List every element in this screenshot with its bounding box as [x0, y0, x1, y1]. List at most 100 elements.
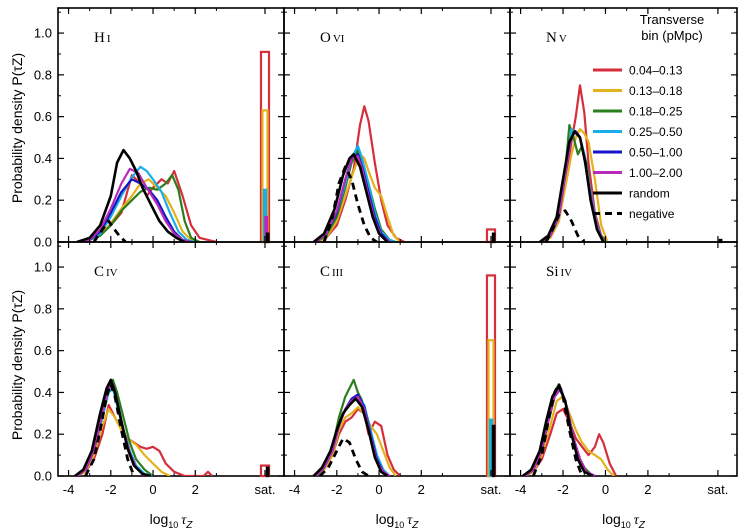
- x-axis-label-base: 10: [621, 520, 631, 529]
- y-tick-label: 1.0: [34, 26, 52, 41]
- sat-bar-black: [491, 424, 496, 478]
- x-axis-label: log10 τZ: [150, 511, 194, 529]
- series-line-0.04–0.13: [76, 403, 213, 476]
- y-tick-label: 0.2: [34, 427, 52, 442]
- series-line-0.04–0.13: [541, 84, 609, 242]
- x-axis-label-tau: τ: [634, 513, 640, 528]
- x-axis-label-log: log: [376, 511, 395, 527]
- ion-label-state: V: [559, 33, 567, 45]
- legend-label: random: [629, 187, 670, 201]
- x-axis-label-z: Z: [411, 520, 419, 529]
- y-tick-label: 0.0: [34, 235, 52, 250]
- panel-CIV: 0.0 0.2 0.4 0.6 0.8 1.0 -4 -2 0 2 sat. C IV log10 τZ: [34, 241, 285, 529]
- x-axis-label-tau: τ: [407, 513, 413, 528]
- legend-label: 0.13–0.18: [629, 84, 683, 98]
- legend-label: negative: [629, 207, 675, 221]
- series-line-0.18–0.25: [315, 149, 397, 242]
- panel-series-SiIV: [521, 382, 618, 476]
- x-axis-label-z: Z: [185, 520, 193, 529]
- x-tick-label: sat.: [481, 482, 502, 497]
- x-axis-label-base: 10: [394, 520, 404, 529]
- y-tick-label: 0.4: [34, 385, 52, 400]
- x-axis-label-log: log: [602, 511, 621, 527]
- ion-label-element: H: [94, 30, 105, 46]
- x-tick-label: sat.: [255, 482, 276, 497]
- x-axis-label-base: 10: [168, 520, 178, 529]
- series-line-negative: [84, 382, 136, 476]
- legend-title-line-2: bin (pMpc): [641, 28, 702, 43]
- legend: Transverse bin (pMpc) 0.04–0.13 0.13–0.18…: [593, 12, 704, 221]
- ion-label-element: C: [94, 264, 104, 280]
- y-tick-label: 1.0: [34, 260, 52, 275]
- series-line-random: [74, 378, 152, 476]
- panel-frame-CIII: [283, 241, 511, 477]
- ion-label-state: IV: [561, 267, 573, 279]
- sat-bar-black: [265, 232, 270, 244]
- x-tick-label: sat.: [707, 482, 728, 497]
- series-line-negative: [318, 437, 370, 476]
- panel-frame-NV: [509, 7, 738, 243]
- y-tick-label: 0.2: [34, 193, 52, 208]
- series-line-0.04–0.13: [524, 408, 618, 476]
- x-axis-label-tau: τ: [181, 513, 187, 528]
- panel-frame-SiIV: [509, 241, 738, 477]
- x-tick-label: -2: [557, 482, 569, 497]
- x-tick-label: -4: [63, 482, 75, 497]
- series-line-0.13–0.18: [315, 153, 401, 242]
- sat-bar-black: [265, 466, 270, 478]
- x-tick-label: -4: [289, 482, 301, 497]
- y-tick-label: 0.0: [34, 469, 52, 484]
- series-line-random: [312, 397, 389, 476]
- ion-label-state: III: [332, 267, 343, 279]
- panel-series-HI: [76, 148, 217, 242]
- panel-series-OVI: [312, 105, 405, 242]
- x-tick-label: 2: [418, 482, 425, 497]
- y-tick-label: 0.8: [34, 67, 52, 82]
- x-tick-label: 2: [644, 482, 651, 497]
- legend-label: 1.00–2.00: [629, 166, 683, 180]
- ion-label-CIV: C IV: [94, 264, 118, 280]
- panel-HI: 0.0 0.2 0.4 0.6 0.8 1.0 H I: [34, 7, 285, 250]
- panel-SiIV: -4 -2 0 2 sat. Si IV log10 τZ: [509, 241, 738, 529]
- x-axis-label-z: Z: [638, 520, 646, 529]
- ion-label-SiIV: Si IV: [546, 264, 572, 280]
- ion-label-element: O: [320, 30, 331, 46]
- series-line-0.13–0.18: [315, 406, 397, 476]
- ion-label-element: Si: [546, 264, 559, 280]
- ion-label-state: I: [107, 33, 111, 45]
- series-line-0.04–0.13: [315, 105, 405, 242]
- x-tick-label: 0: [375, 482, 382, 497]
- series-line-random: [538, 130, 605, 242]
- series-line-negative: [92, 219, 127, 242]
- legend-label: 0.04–0.13: [629, 64, 683, 78]
- x-tick-label: 0: [149, 482, 156, 497]
- ion-label-state: VI: [333, 33, 345, 45]
- panel-frame-CIV: [57, 241, 285, 477]
- x-tick-label: 0: [602, 482, 609, 497]
- x-axis-label: log10 τZ: [376, 511, 420, 529]
- y-tick-label: 0.6: [34, 343, 52, 358]
- panel-OVI: O VI: [283, 7, 511, 244]
- x-axis-label-log: log: [150, 511, 169, 527]
- sat-bar-black: [491, 232, 496, 244]
- panel-series-NV: [538, 84, 609, 242]
- x-tick-label: 2: [192, 482, 199, 497]
- ion-label-CIII: C III: [320, 264, 343, 280]
- series-line-0.18–0.25: [78, 174, 200, 242]
- sat-bar-blue: [488, 418, 494, 478]
- legend-title-line-1: Transverse: [640, 12, 705, 27]
- panel-CIII: -4 -2 0 2 sat. C III log10 τZ: [283, 241, 511, 529]
- series-line-negative: [322, 165, 378, 242]
- legend-label: 0.18–0.25: [629, 105, 683, 119]
- series-line-0.13–0.18: [76, 408, 171, 476]
- series-line-1.00–2.00: [78, 167, 192, 242]
- y-tick-label: 0.6: [34, 109, 52, 124]
- x-tick-label: -2: [105, 482, 117, 497]
- y-axis-label-bottom: Probability density P(τZ): [9, 290, 25, 440]
- y-tick-label: 0.4: [34, 151, 52, 166]
- series-line-random: [76, 148, 186, 242]
